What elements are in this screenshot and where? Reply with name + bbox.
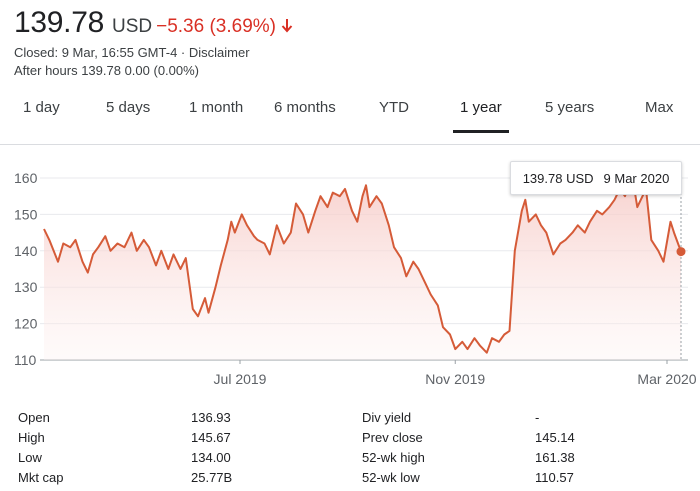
range-tabs: 1 day 5 days 1 month 6 months YTD 1 year… [0, 90, 700, 134]
stat-label-low: Low [18, 450, 42, 465]
stat-label-high: High [18, 430, 45, 445]
y-tick-label: 150 [14, 206, 38, 222]
x-tick-label: Nov 2019 [425, 371, 485, 387]
stat-value-div-yield: - [535, 410, 540, 425]
disclaimer-link[interactable]: Disclaimer [188, 45, 250, 60]
x-tick-label: Mar 2020 [637, 371, 696, 387]
stat-value-52wk-high: 161.38 [535, 450, 575, 465]
y-tick-label: 160 [14, 170, 38, 186]
tooltip-date: 9 Mar 2020 [603, 170, 670, 186]
stat-value-low: 134.00 [191, 450, 231, 465]
tab-max[interactable]: Max [645, 99, 674, 116]
stat-label-open: Open [18, 410, 50, 425]
arrow-down-icon [281, 19, 293, 33]
stat-label-div-yield: Div yield [362, 410, 412, 425]
closed-text: Closed: 9 Mar, 16:55 GMT-4 · [14, 45, 189, 60]
stat-label-prev-close: Prev close [362, 430, 423, 445]
y-tick-label: 110 [14, 352, 37, 368]
chart-tooltip: 139.78 USD 9 Mar 2020 [510, 161, 682, 195]
tab-1-year[interactable]: 1 year [460, 99, 502, 116]
tab-1-day[interactable]: 1 day [23, 99, 60, 116]
stat-label-mkt-cap: Mkt cap [18, 470, 64, 485]
series-line [43, 173, 682, 354]
price-change: −5.36 (3.69%) [156, 16, 276, 37]
tab-6-months[interactable]: 6 months [274, 99, 336, 116]
tooltip-value: 139.78 USD [522, 170, 594, 186]
stat-value-52wk-low: 110.57 [535, 470, 574, 485]
y-tick-label: 140 [14, 243, 38, 259]
tab-5-days[interactable]: 5 days [106, 99, 151, 116]
after-hours-text: After hours 139.78 0.00 (0.00%) [14, 63, 200, 78]
current-point-marker [676, 247, 686, 257]
y-tick-label: 120 [14, 316, 38, 332]
x-tick-label: Jul 2019 [214, 371, 267, 387]
tabs-divider [0, 144, 700, 145]
stat-value-open: 136.93 [191, 410, 231, 425]
stat-value-mkt-cap: 25.77B [191, 470, 233, 485]
tab-ytd[interactable]: YTD [379, 99, 409, 116]
active-tab-indicator [453, 130, 509, 133]
y-tick-label: 130 [14, 279, 38, 295]
quote-header: 139.78 USD −5.36 (3.69%) [14, 6, 293, 40]
series-area [44, 174, 681, 360]
stat-label-52wk-high: 52-wk high [362, 450, 425, 465]
currency-code: USD [111, 16, 153, 37]
current-price: 139.78 [14, 6, 104, 39]
market-status: Closed: 9 Mar, 16:55 GMT-4 · Disclaimer [14, 45, 250, 60]
tab-5-years[interactable]: 5 years [545, 99, 595, 116]
stat-label-52wk-low: 52-wk low [362, 470, 420, 485]
tab-1-month[interactable]: 1 month [189, 99, 244, 116]
stat-value-prev-close: 145.14 [535, 430, 575, 445]
stat-value-high: 145.67 [191, 430, 231, 445]
price-chart[interactable]: 110 120 130 140 150 160 Jul 2019 Nov 2019 Mar 20… [0, 145, 700, 390]
